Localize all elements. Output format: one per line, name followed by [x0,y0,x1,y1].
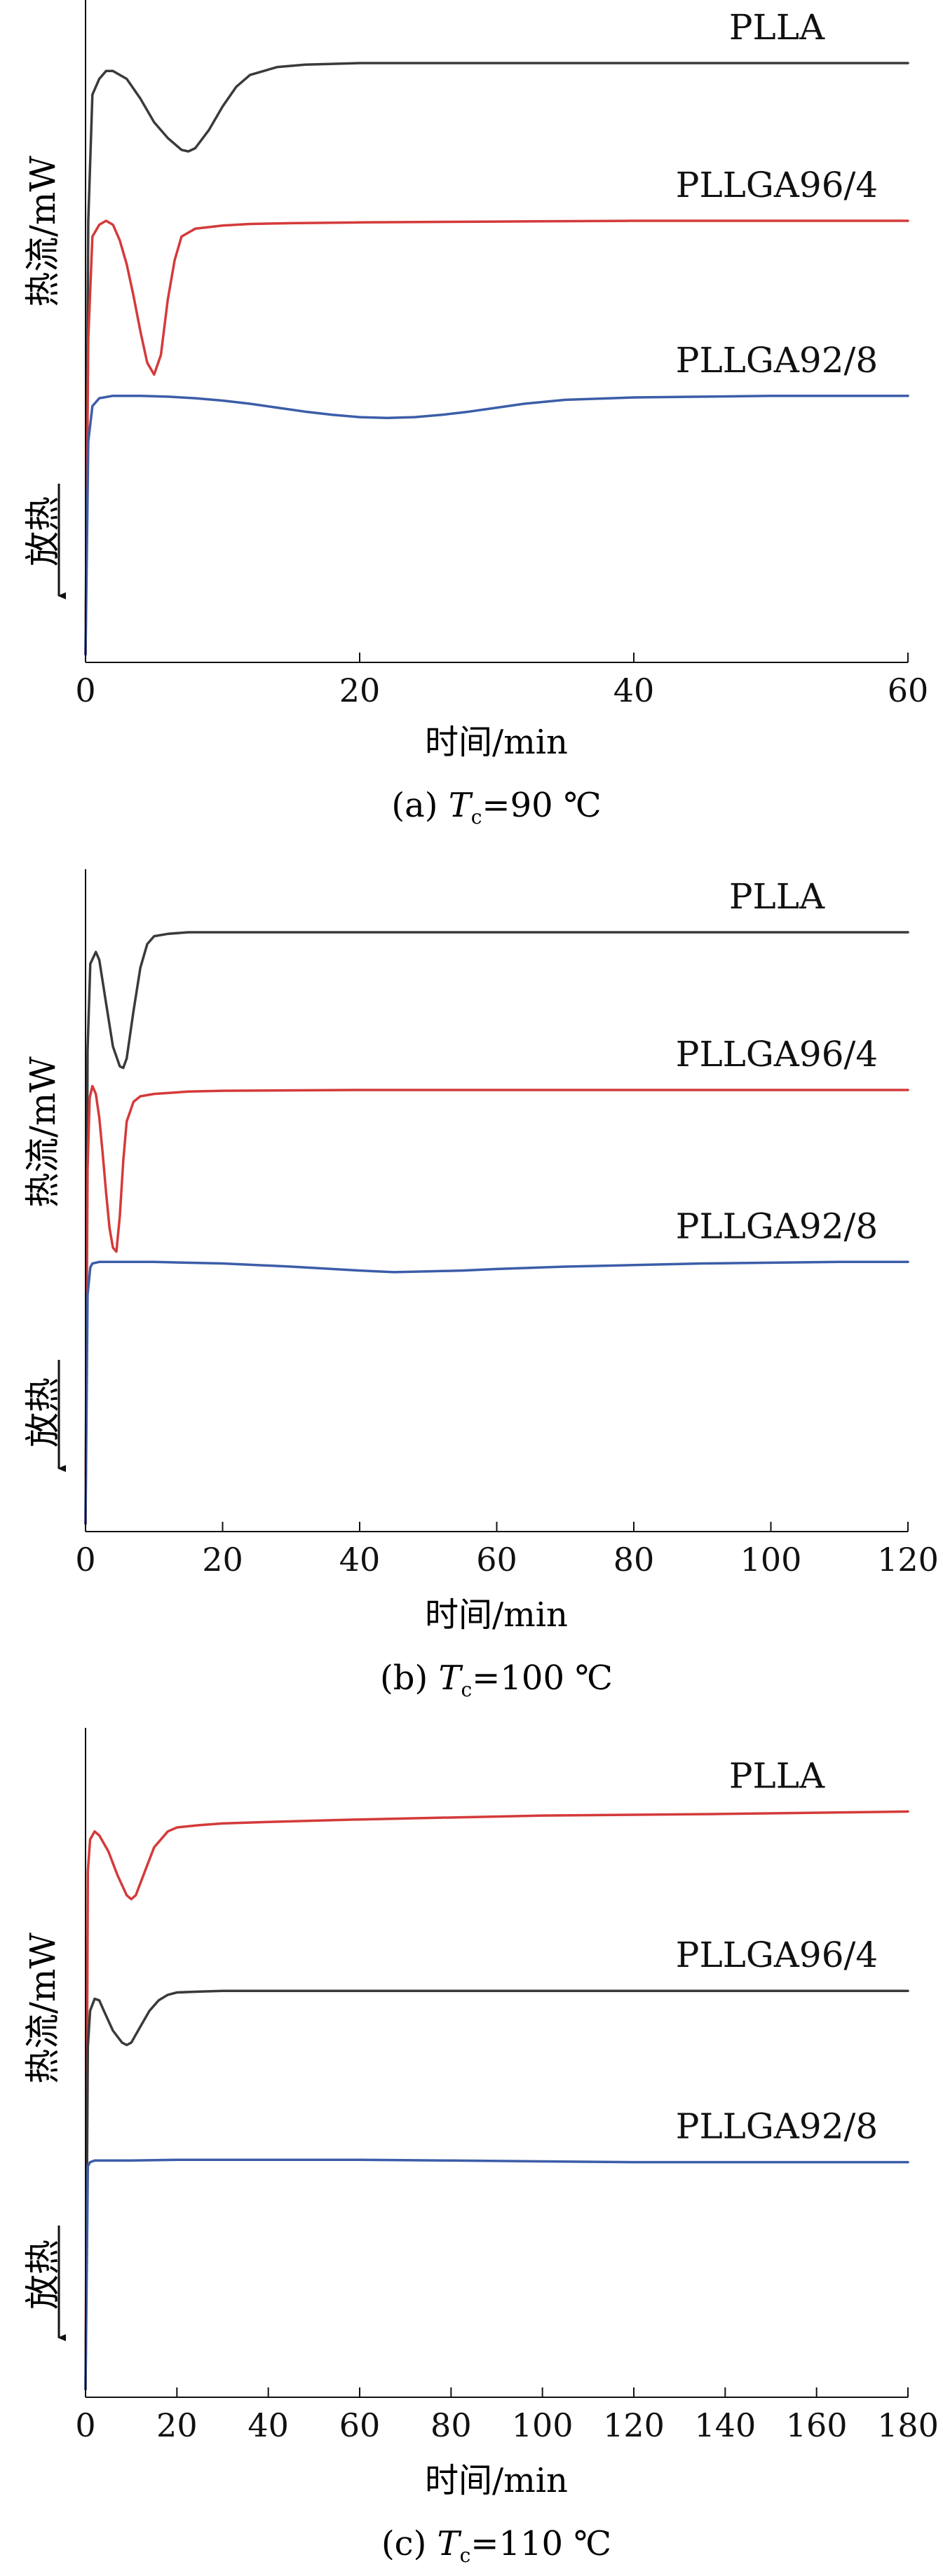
caption-prefix: (a) [391,786,448,825]
plot-area: 0 20 40 60 80 100 120 140 160 180 PLLA PLLGA96/4 PLL… [75,1755,939,2444]
caption-prefix: (c) [381,2524,437,2563]
exotherm-label: 放热 [22,2240,63,2310]
caption-variable: T [449,786,473,825]
series-label: PLLGA92/8 [676,1206,878,1246]
series-label: PLLA [729,876,825,917]
series-label: PLLGA96/4 [676,1935,878,1975]
x-tick-label: 160 [786,2406,848,2444]
caption-value: =90 ℃ [482,786,601,825]
series-label: PLLGA96/4 [676,1034,878,1075]
series-line-pllga92-8 [84,394,909,656]
series-label: PLLGA96/4 [676,165,878,205]
exotherm-label: 放热 [22,496,63,566]
x-tick-label: 60 [888,672,929,709]
x-axis-label: 时间/min [425,1595,568,1635]
x-tick-label: 140 [694,2406,756,2444]
x-tick-label: 80 [613,1541,655,1579]
x-tick-label: 100 [740,1541,802,1579]
caption-subscript: c [471,805,482,829]
plot-area: 0 20 40 60 80 100 120 PLLA PLLGA96/4 PLLGA92/8 [75,876,939,1579]
caption-variable: T [437,2524,462,2563]
series-label: PLLGA92/8 [676,2106,878,2147]
x-tick-label: 20 [202,1541,243,1579]
y-axis-label: 热流/mW [22,156,63,307]
series-line-plla [84,931,909,1525]
x-tick-label: 80 [430,2406,472,2444]
caption-subscript: c [460,2544,471,2567]
series-line-pllga92-8 [84,2158,909,2391]
y-axis-label: 热流/mW [22,1056,63,1208]
caption-prefix: (b) [380,1658,438,1698]
x-tick-label: 120 [603,2406,665,2444]
x-tick-label: 120 [877,1541,939,1579]
series-line-pllga96-4 [84,219,909,656]
panel-a: 0 20 40 60 PLLA PLLGA96/4 PLLGA92/8 热流/mW 放热 时… [22,0,928,829]
series-line-pllga92-8 [84,1260,909,1525]
y-axis-label: 热流/mW [22,1933,63,2084]
x-tick-label: 40 [613,672,655,709]
x-axis-label: 时间/min [425,2461,568,2500]
caption-value: =100 ℃ [472,1658,613,1698]
x-tick-label: 60 [339,2406,381,2444]
series-label: PLLA [729,7,825,48]
series-label: PLLA [729,1755,825,1796]
series-line-plla [84,62,909,656]
x-tick-label: 20 [339,672,381,709]
series-line-plla [84,1810,909,2391]
exotherm-label: 放热 [22,1377,63,1447]
caption-subscript: c [461,1678,472,1701]
plot-area: 0 20 40 60 PLLA PLLGA96/4 PLLGA92/8 [75,7,928,709]
x-tick-label: 20 [156,2406,198,2444]
series-line-pllga96-4 [84,1084,909,1525]
x-tick-label: 0 [75,2406,95,2444]
caption-variable: T [438,1658,463,1698]
series-line-pllga96-4 [84,1989,909,2391]
x-tick-label: 100 [512,2406,574,2444]
panel-caption: (a) Tc=90 ℃ [391,786,601,829]
x-tick-label: 180 [877,2406,939,2444]
panel-c: 0 20 40 60 80 100 120 140 160 180 PLLA PLLGA96/4 PLL… [22,1728,939,2567]
panel-caption: (c) Tc=110 ℃ [381,2524,611,2567]
x-tick-label: 60 [476,1541,517,1579]
x-tick-label: 0 [75,1541,95,1579]
caption-value: =110 ℃ [470,2524,611,2563]
x-tick-label: 40 [247,2406,289,2444]
panel-b: 0 20 40 60 80 100 120 PLLA PLLGA96/4 PLLGA92/8 热流… [22,869,939,1701]
series-label: PLLGA92/8 [676,340,878,381]
panel-caption: (b) Tc=100 ℃ [380,1658,613,1701]
x-tick-label: 40 [339,1541,381,1579]
x-tick-label: 0 [75,672,95,709]
x-axis-label: 时间/min [425,723,568,762]
